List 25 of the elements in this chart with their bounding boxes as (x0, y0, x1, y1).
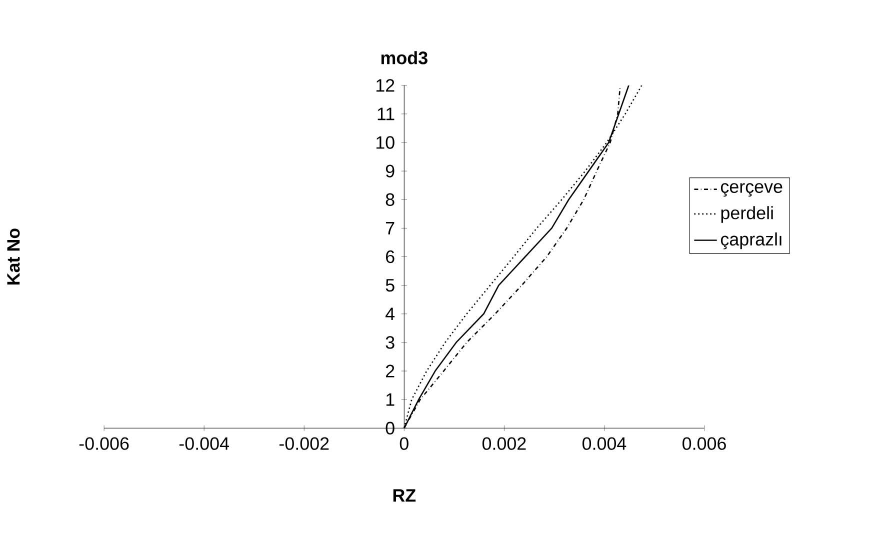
y-tick-label: 1 (386, 394, 394, 406)
y-tick-label: 5 (386, 279, 394, 292)
legend-label: çerçeve (720, 183, 782, 197)
y-tick-label: 12 (376, 79, 394, 92)
x-tick-label: 0.004 (582, 437, 626, 450)
y-tick-label: 9 (386, 164, 394, 178)
legend-label: perdeli (721, 206, 773, 224)
y-tick-label: 3 (386, 336, 394, 350)
x-tick-label: -0.004 (179, 437, 229, 450)
y-tick-label: 2 (386, 364, 394, 378)
x-tick-label: -0.002 (279, 437, 329, 450)
y-tick-label: 11 (378, 108, 394, 120)
chart-title: mod3 (381, 51, 428, 65)
y-axis-title: Kat No (7, 228, 20, 285)
x-tick-label: 0.006 (682, 437, 726, 450)
y-tick-label: 7 (386, 222, 394, 235)
y-tick-label: 10 (376, 136, 394, 150)
y-tick-label: 6 (386, 250, 394, 264)
x-tick-label: -0.006 (79, 437, 129, 450)
x-tick-label: 0 (400, 437, 408, 450)
y-tick-label: 4 (386, 308, 395, 320)
x-axis-title: RZ (393, 489, 416, 502)
legend-label: çaprazlı (720, 232, 782, 250)
y-tick-label: 8 (386, 194, 394, 206)
x-tick-label: 0.002 (482, 437, 526, 450)
